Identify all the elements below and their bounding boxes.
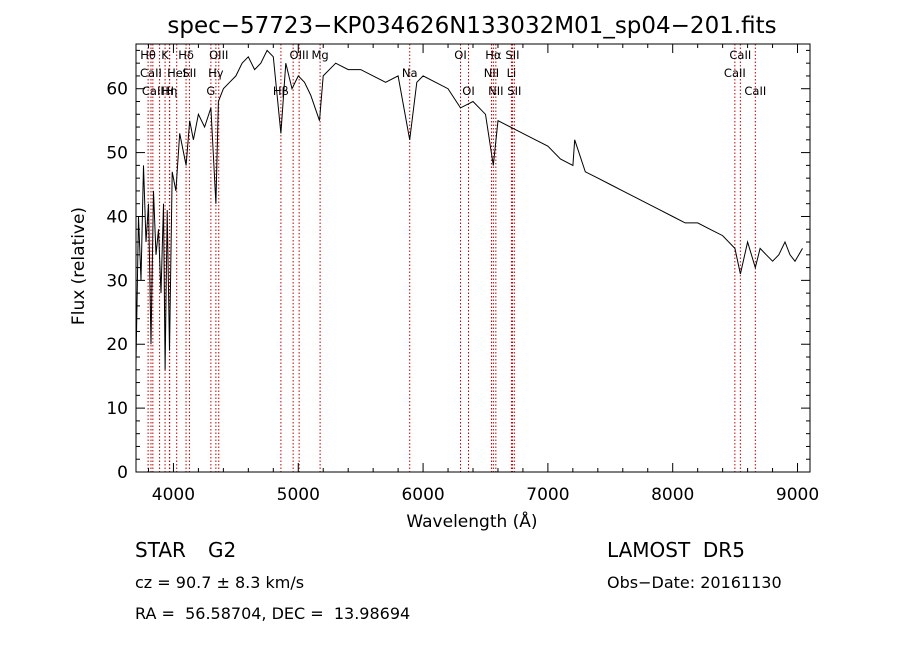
x-axis-ticks: 4000 5000 6000 7000 8000 9000 bbox=[147, 44, 819, 505]
ra-dec-readout: RA = 56.58704, DEC = 13.98694 bbox=[135, 604, 411, 623]
spectrum-line bbox=[135, 49, 803, 370]
x-tick-label-2: 6000 bbox=[401, 485, 444, 505]
line-marker-label-16: Mg bbox=[311, 48, 328, 62]
line-marker-label-7: HeI bbox=[167, 66, 186, 80]
line-marker-label-8: Hδ bbox=[178, 48, 194, 62]
x-axis-label: Wavelength (Å) bbox=[406, 510, 537, 532]
y-tick-label-1: 10 bbox=[106, 399, 128, 419]
y-axis-ticks: 0 10 20 30 40 50 60 bbox=[106, 49, 810, 483]
y-tick-label-2: 20 bbox=[106, 335, 128, 355]
line-marker-label-4: K bbox=[161, 48, 169, 62]
line-marker-label-0: Hθ bbox=[140, 48, 156, 62]
line-marker-label-23: Li bbox=[507, 66, 517, 80]
line-marker-label-25: SII bbox=[507, 84, 521, 98]
line-marker-label-19: OI bbox=[462, 84, 474, 98]
line-marker-label-1: CaII bbox=[140, 66, 162, 80]
redshift-readout: cz = 90.7 ± 8.3 km/s bbox=[135, 573, 305, 592]
line-marker-label-28: CaII bbox=[744, 84, 766, 98]
x-tick-label-3: 7000 bbox=[526, 485, 569, 505]
line-marker-label-13: Hβ bbox=[273, 84, 289, 98]
line-marker-label-21: Hα bbox=[485, 48, 502, 62]
line-marker-label-15: OIII bbox=[290, 48, 309, 62]
y-tick-label-6: 60 bbox=[106, 80, 128, 100]
line-marker-label-20: NII bbox=[484, 66, 499, 80]
line-marker-label-9: SII bbox=[182, 66, 196, 80]
x-tick-label-0: 4000 bbox=[152, 485, 195, 505]
object-subclass: G2 bbox=[208, 538, 237, 562]
spectrum-chart: spec−57723−KP034626N133032M01_sp04−201.f… bbox=[69, 13, 819, 532]
line-marker-label-17: Na bbox=[402, 66, 418, 80]
observation-date: Obs−Date: 20161130 bbox=[607, 573, 782, 592]
y-tick-label-0: 0 bbox=[117, 463, 128, 483]
line-marker-label-2: CaII bbox=[142, 84, 164, 98]
line-marker-label-12: OIII bbox=[209, 48, 228, 62]
chart-title: spec−57723−KP034626N133032M01_sp04−201.f… bbox=[167, 13, 776, 39]
x-tick-label-4: 8000 bbox=[651, 485, 694, 505]
line-marker-label-24: SII bbox=[505, 48, 519, 62]
line-marker-label-27: CaII bbox=[729, 48, 751, 62]
line-marker-label-18: OI bbox=[454, 48, 466, 62]
line-marker-label-5: Hη bbox=[161, 84, 177, 98]
line-marker-label-6: H bbox=[165, 84, 174, 98]
y-tick-label-3: 30 bbox=[106, 271, 128, 291]
x-tick-label-5: 9000 bbox=[776, 485, 819, 505]
line-marker-label-26: CaII bbox=[724, 66, 746, 80]
line-marker-label-11: Hγ bbox=[208, 66, 224, 80]
y-tick-label-5: 50 bbox=[106, 144, 128, 164]
survey-name: LAMOST DR5 bbox=[607, 538, 745, 562]
x-tick-label-1: 5000 bbox=[277, 485, 320, 505]
line-markers bbox=[147, 44, 756, 472]
object-class: STAR bbox=[135, 538, 186, 562]
y-tick-label-4: 40 bbox=[106, 207, 128, 227]
line-marker-label-10: G bbox=[206, 84, 215, 98]
y-axis-label: Flux (relative) bbox=[69, 207, 89, 325]
plot-frame bbox=[135, 43, 811, 473]
line-marker-label-22: NII bbox=[488, 84, 503, 98]
